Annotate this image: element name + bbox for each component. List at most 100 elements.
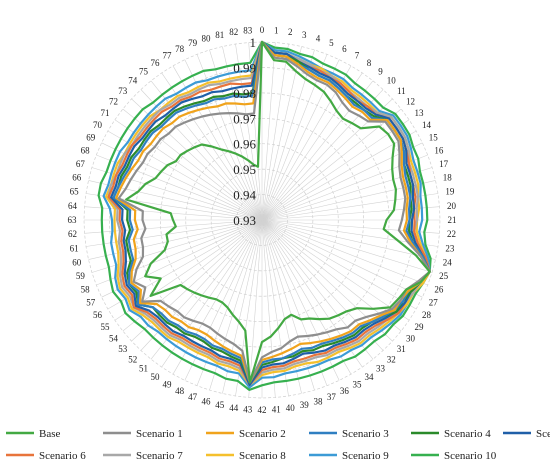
radial-tick-labels: 0.93 0.94 0.95 0.96 0.97 0.98 0.99 1 <box>233 35 256 228</box>
spoke-label: 60 <box>72 257 82 267</box>
spoke-label: 28 <box>422 310 432 320</box>
spoke-label: 24 <box>443 257 453 267</box>
spoke-label: 19 <box>445 187 455 197</box>
grid-spoke <box>235 43 263 221</box>
spoke-label: 12 <box>406 97 415 107</box>
spoke-label: 4 <box>316 33 321 43</box>
spoke-label: 27 <box>429 297 439 307</box>
grid-spoke <box>248 42 263 221</box>
series-line-scenario-1 <box>117 40 431 384</box>
spoke-label: 36 <box>340 386 350 396</box>
grid-spoke <box>261 219 374 360</box>
spoke-label: 63 <box>68 215 78 225</box>
grid-spoke <box>248 219 263 398</box>
spoke-label: 33 <box>376 364 386 374</box>
spoke-label: 69 <box>86 133 96 143</box>
grid-spoke <box>261 80 374 221</box>
spoke-label: 39 <box>300 400 310 410</box>
spoke-label: 57 <box>86 297 96 307</box>
spoke-label: 15 <box>429 133 439 143</box>
spoke-label: 65 <box>70 187 80 197</box>
grid-spoke <box>261 59 340 221</box>
spoke-label: 52 <box>128 354 137 364</box>
spoke-label: 47 <box>188 392 198 402</box>
legend-label: Scenario 4 <box>444 428 491 440</box>
spoke-label: 45 <box>215 400 225 410</box>
spoke-label: 51 <box>139 364 148 374</box>
grid-spoke <box>261 219 384 351</box>
spoke-label: 79 <box>188 38 198 48</box>
legend-label: Scenario 7 <box>136 450 183 462</box>
spoke-label: 3 <box>302 30 307 40</box>
grid-spoke <box>261 42 276 221</box>
series-line-base <box>125 40 431 384</box>
spoke-label: 14 <box>422 120 432 130</box>
spoke-label: 44 <box>229 403 239 413</box>
spoke-label: 53 <box>118 344 128 354</box>
spoke-label: 54 <box>109 334 119 344</box>
spoke-label: 26 <box>434 284 444 294</box>
radial-tick-label: 0.93 <box>233 213 256 228</box>
spoke-label: 42 <box>258 405 267 415</box>
grid-spoke <box>261 142 423 221</box>
radial-tick-label: 0.97 <box>233 111 256 126</box>
spoke-label: 71 <box>101 108 110 118</box>
grid-spoke <box>261 72 363 221</box>
spoke-label: 8 <box>367 58 372 68</box>
legend-label: Scenario 2 <box>239 428 286 440</box>
spoke-label: 20 <box>447 201 457 211</box>
legend-label: Scenario 10 <box>444 450 497 462</box>
spoke-label: 82 <box>229 27 238 37</box>
grid-spoke <box>261 108 402 221</box>
spoke-label: 7 <box>355 51 360 61</box>
spoke-label: 58 <box>81 284 91 294</box>
spoke-label: 10 <box>387 76 397 86</box>
spoke-label: 59 <box>76 271 86 281</box>
radial-tick-label: 1 <box>250 35 257 50</box>
legend: Base Scenario 1 Scenario 2 Scenario 3 Scenar… <box>6 428 550 462</box>
spoke-label: 48 <box>175 386 185 396</box>
radial-tick-label: 0.95 <box>233 162 256 177</box>
legend-label: Scenario 8 <box>239 450 286 462</box>
spoke-label: 78 <box>175 44 185 54</box>
spoke-label: 31 <box>397 344 406 354</box>
radial-tick-label: 0.94 <box>233 188 256 203</box>
grid-spoke <box>261 219 410 321</box>
spoke-label: 41 <box>272 405 281 415</box>
series-line-scenario-9 <box>102 40 431 389</box>
spoke-label: 80 <box>202 33 212 43</box>
grid-spoke <box>261 219 417 310</box>
spoke-label: 67 <box>76 159 86 169</box>
spoke-label: 49 <box>163 380 173 390</box>
spoke-label: 77 <box>163 51 173 61</box>
spoke-label: 29 <box>415 322 425 332</box>
spoke-label: 23 <box>445 243 455 253</box>
spoke-label: 32 <box>387 354 396 364</box>
series-line-scenario-5 <box>109 40 431 386</box>
legend-label: Scenario 3 <box>342 428 389 440</box>
legend-label: Scenario 9 <box>342 450 389 462</box>
spoke-label: 70 <box>93 120 103 130</box>
legend-label: Base <box>39 428 61 440</box>
spoke-label: 40 <box>286 403 296 413</box>
spoke-label: 50 <box>151 372 161 382</box>
spoke-label: 25 <box>439 271 449 281</box>
grid-spoke <box>261 219 423 298</box>
spoke-label: 13 <box>415 108 425 118</box>
spoke-label: 46 <box>202 397 212 407</box>
grid-spoke <box>261 46 302 221</box>
grid-spoke <box>261 219 428 286</box>
spoke-label: 30 <box>406 334 416 344</box>
series-line-scenario-10 <box>97 40 432 391</box>
grid-spoke <box>261 219 436 260</box>
legend-label: Scenario 5 <box>536 428 550 440</box>
spoke-label: 73 <box>118 86 128 96</box>
spoke-label: 34 <box>365 372 375 382</box>
grid-spoke <box>261 130 417 221</box>
spoke-label: 55 <box>101 322 111 332</box>
spoke-label: 62 <box>68 229 77 239</box>
spoke-label: 66 <box>72 173 82 183</box>
spoke-labels: 0 1 2 3 4 56789101112131415161718192021222324… <box>68 25 457 415</box>
spoke-label: 76 <box>151 58 161 68</box>
